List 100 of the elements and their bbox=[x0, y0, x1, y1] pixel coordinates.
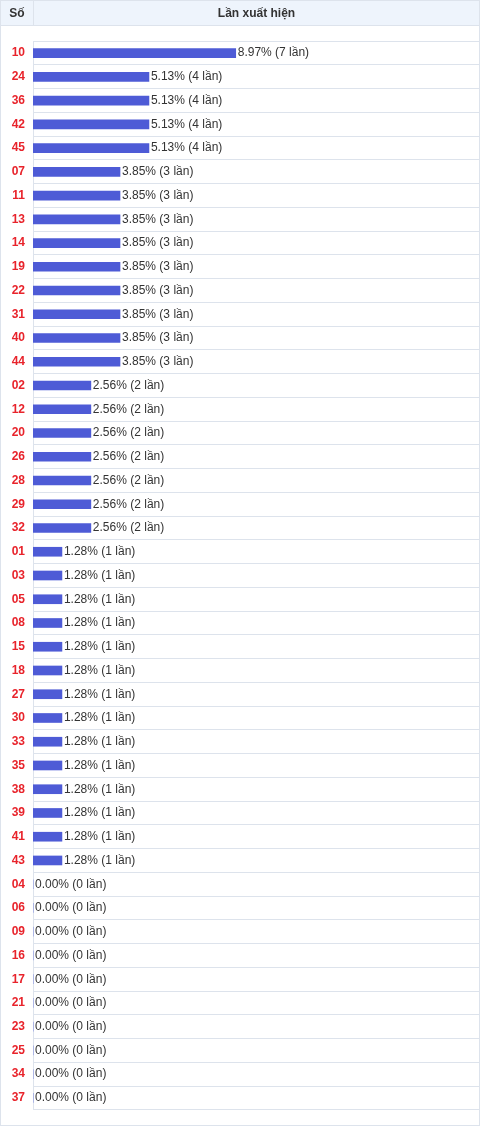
data-label: 0.00% (0 lần) bbox=[35, 1042, 107, 1057]
y-tick-label: 32 bbox=[11, 520, 26, 535]
data-label: 1.28% (1 lần) bbox=[63, 662, 136, 677]
y-tick-label: 37 bbox=[11, 1090, 26, 1105]
bar bbox=[33, 380, 92, 391]
data-label: 2.56% (2 lần) bbox=[92, 472, 165, 487]
y-axis-title: Số bbox=[1, 1, 34, 25]
y-tick-label: 24 bbox=[11, 69, 26, 84]
y-tick-label: 04 bbox=[11, 876, 26, 891]
bar bbox=[33, 428, 92, 438]
y-tick-label: 18 bbox=[11, 662, 26, 677]
y-tick-label: 17 bbox=[11, 971, 26, 986]
data-label: 2.56% (2 lần) bbox=[92, 425, 165, 440]
y-tick-label: 36 bbox=[11, 92, 26, 107]
bar bbox=[33, 570, 63, 581]
y-tick-label: 35 bbox=[11, 757, 26, 772]
y-tick-label: 41 bbox=[11, 829, 26, 844]
bar bbox=[33, 618, 63, 628]
bar bbox=[33, 641, 63, 652]
y-tick-label: 05 bbox=[11, 591, 26, 606]
bar bbox=[33, 523, 92, 533]
y-tick-label: 12 bbox=[11, 401, 26, 416]
bar bbox=[33, 404, 92, 415]
bar bbox=[33, 760, 63, 771]
bar bbox=[33, 831, 63, 842]
y-tick-label: 25 bbox=[11, 1042, 26, 1057]
bar bbox=[33, 71, 150, 82]
data-label: 3.85% (3 lần) bbox=[122, 211, 194, 226]
y-tick-label: 13 bbox=[11, 211, 26, 226]
y-tick-label: 14 bbox=[11, 235, 26, 250]
data-label: 5.13% (4 lần) bbox=[150, 140, 223, 155]
y-tick-label: 43 bbox=[11, 852, 26, 867]
data-label: 2.56% (2 lần) bbox=[92, 401, 165, 416]
y-tick-label: 42 bbox=[11, 116, 26, 131]
y-tick-label: 01 bbox=[11, 544, 26, 559]
y-tick-label: 09 bbox=[11, 924, 26, 939]
y-tick-label: 21 bbox=[11, 995, 26, 1010]
data-label: 1.28% (1 lần) bbox=[63, 757, 136, 772]
y-tick-label: 03 bbox=[11, 567, 26, 582]
data-label: 0.00% (0 lần) bbox=[35, 971, 107, 986]
data-label: 1.28% (1 lần) bbox=[63, 829, 136, 844]
bar bbox=[33, 594, 63, 605]
y-tick-label: 26 bbox=[11, 449, 26, 464]
data-label: 1.28% (1 lần) bbox=[63, 591, 136, 606]
bar bbox=[33, 784, 63, 795]
y-tick-label: 22 bbox=[11, 282, 26, 297]
bar bbox=[33, 166, 121, 177]
data-label: 2.56% (2 lần) bbox=[92, 496, 165, 511]
y-tick-label: 08 bbox=[11, 615, 26, 630]
bar bbox=[33, 855, 63, 866]
y-tick-label: 29 bbox=[11, 496, 26, 511]
data-label: 3.85% (3 lần) bbox=[122, 187, 194, 202]
x-axis-title: Lần xuất hiện bbox=[216, 6, 297, 20]
data-label: 2.56% (2 lần) bbox=[92, 520, 165, 535]
bar bbox=[33, 95, 150, 106]
bar bbox=[33, 808, 63, 818]
data-label: 5.13% (4 lần) bbox=[150, 92, 223, 107]
bar bbox=[33, 713, 63, 723]
data-label: 3.85% (3 lần) bbox=[122, 282, 194, 297]
bar bbox=[33, 736, 63, 747]
data-label: 1.28% (1 lần) bbox=[63, 615, 136, 630]
data-label: 1.28% (1 lần) bbox=[63, 544, 136, 559]
bar bbox=[33, 309, 121, 320]
bar bbox=[33, 214, 121, 225]
bar bbox=[33, 499, 92, 510]
y-tick-label: 11 bbox=[12, 187, 26, 202]
data-label: 5.13% (4 lần) bbox=[150, 116, 223, 131]
bar bbox=[33, 190, 121, 201]
y-tick-label: 16 bbox=[11, 947, 26, 962]
y-tick-label: 40 bbox=[11, 330, 26, 345]
bar bbox=[33, 451, 92, 462]
data-label: 0.00% (0 lần) bbox=[35, 1066, 107, 1081]
data-label: 0.00% (0 lần) bbox=[35, 1090, 107, 1105]
data-label: 2.56% (2 lần) bbox=[92, 377, 165, 392]
data-label: 3.85% (3 lần) bbox=[122, 164, 194, 179]
y-tick-label: 27 bbox=[11, 686, 26, 701]
data-label: 1.28% (1 lần) bbox=[63, 734, 136, 749]
data-label: 0.00% (0 lần) bbox=[35, 1019, 107, 1033]
data-label: 1.28% (1 lần) bbox=[63, 781, 136, 796]
data-label: 1.28% (1 lần) bbox=[63, 852, 136, 867]
data-label: 1.28% (1 lần) bbox=[63, 686, 136, 701]
bar bbox=[33, 689, 63, 700]
bar bbox=[33, 143, 150, 153]
bar bbox=[33, 475, 92, 486]
bar bbox=[33, 119, 150, 130]
bar bbox=[33, 546, 63, 557]
y-tick-label: 07 bbox=[11, 164, 26, 179]
y-tick-label: 30 bbox=[11, 710, 26, 725]
y-tick-label: 39 bbox=[11, 805, 26, 820]
y-tick-label: 20 bbox=[11, 425, 26, 440]
data-label: 2.56% (2 lần) bbox=[92, 449, 165, 464]
bar bbox=[33, 333, 121, 343]
data-label: 1.28% (1 lần) bbox=[63, 805, 136, 820]
data-label: 3.85% (3 lần) bbox=[122, 330, 194, 345]
data-label: 0.00% (0 lần) bbox=[35, 876, 107, 891]
data-label: 3.85% (3 lần) bbox=[122, 235, 194, 250]
data-label: 1.28% (1 lần) bbox=[63, 639, 136, 654]
bar bbox=[33, 48, 237, 58]
bar bbox=[33, 356, 121, 367]
bar bbox=[33, 261, 121, 272]
